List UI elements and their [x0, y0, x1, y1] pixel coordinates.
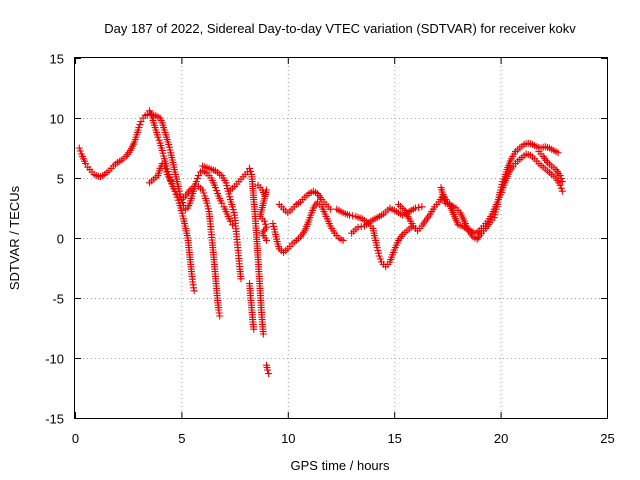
- series-trace-g: [254, 181, 271, 244]
- data-point: [339, 236, 347, 244]
- data-point: [154, 133, 162, 141]
- data-point: [166, 173, 174, 181]
- data-point: [226, 217, 234, 225]
- x-tick-label: 20: [494, 431, 508, 446]
- data-point: [558, 178, 566, 186]
- series-trace-l: [437, 148, 566, 237]
- x-tick-label: 0: [72, 431, 79, 446]
- data-point: [376, 255, 384, 263]
- series-trace-j: [333, 203, 426, 271]
- y-tick-label: 0: [57, 232, 64, 247]
- data-point: [172, 190, 180, 198]
- data-point: [354, 223, 362, 231]
- x-tick-label: 10: [281, 431, 295, 446]
- data-point: [263, 236, 271, 244]
- data-point: [326, 205, 334, 213]
- data-point: [349, 212, 357, 220]
- data-point: [346, 211, 354, 219]
- data-point: [411, 204, 419, 212]
- series-trace-f: [245, 280, 258, 333]
- data-point: [174, 196, 182, 204]
- y-tick-labels: -15 -10 -5 0 5 10 15: [45, 52, 64, 427]
- data-point: [557, 184, 565, 192]
- data-point: [558, 187, 566, 195]
- data-point: [218, 199, 226, 207]
- data-point: [82, 160, 90, 168]
- data-point: [194, 172, 202, 180]
- y-tick-label: 10: [50, 112, 64, 127]
- data-point: [213, 187, 221, 195]
- data-point: [199, 186, 207, 194]
- x-tick-label: 25: [600, 431, 614, 446]
- data-point: [137, 118, 145, 126]
- data-point: [135, 124, 143, 132]
- series-trace-e: [226, 164, 267, 338]
- data-point: [136, 121, 144, 129]
- data-point: [556, 172, 564, 180]
- y-axis-label: SDTVAR / TECUs: [7, 185, 22, 290]
- data-point: [415, 203, 423, 211]
- data-point: [357, 223, 365, 231]
- data-point: [557, 175, 565, 183]
- grid-lines: [75, 58, 607, 418]
- data-point: [243, 168, 251, 176]
- data-point: [237, 275, 245, 283]
- data-point: [264, 366, 272, 374]
- series-trace-k: [394, 139, 562, 243]
- data-point: [192, 178, 200, 186]
- y-tick-label: -15: [45, 412, 64, 427]
- data-point: [554, 149, 562, 157]
- data-point: [216, 312, 224, 320]
- data-point: [155, 136, 163, 144]
- series-trace-d: [199, 162, 245, 283]
- data-point: [167, 176, 175, 184]
- data-points: [75, 107, 566, 378]
- data-point: [260, 217, 268, 225]
- data-point: [190, 287, 198, 295]
- x-tick-label: 5: [178, 431, 185, 446]
- x-tick-labels: 0 5 10 15 20 25: [72, 431, 615, 446]
- y-tick-label: -10: [45, 352, 64, 367]
- series-trace-h: [263, 361, 273, 378]
- data-point: [200, 189, 208, 197]
- series-trace-c: [145, 107, 224, 320]
- data-point: [165, 170, 173, 178]
- data-point: [211, 184, 219, 192]
- data-point: [228, 221, 236, 229]
- x-tick-label: 15: [387, 431, 401, 446]
- chart-title: Day 187 of 2022, Sidereal Day-to-day VTE…: [104, 21, 576, 36]
- data-point: [259, 330, 267, 338]
- series-trace-i: [269, 187, 347, 256]
- data-point: [250, 325, 258, 333]
- data-point: [375, 252, 383, 260]
- data-point: [75, 144, 83, 152]
- data-point: [245, 164, 253, 172]
- data-point: [418, 203, 426, 211]
- y-tick-label: 5: [57, 172, 64, 187]
- data-point: [171, 187, 179, 195]
- data-point: [247, 167, 255, 175]
- y-tick-label: -5: [52, 292, 64, 307]
- data-point: [76, 147, 84, 155]
- y-tick-label: 15: [50, 52, 64, 67]
- x-axis-label: GPS time / hours: [291, 458, 390, 473]
- data-point: [193, 175, 201, 183]
- plot-frame: [74, 57, 608, 419]
- data-point: [168, 179, 176, 187]
- data-point: [556, 181, 564, 189]
- data-point: [265, 370, 273, 378]
